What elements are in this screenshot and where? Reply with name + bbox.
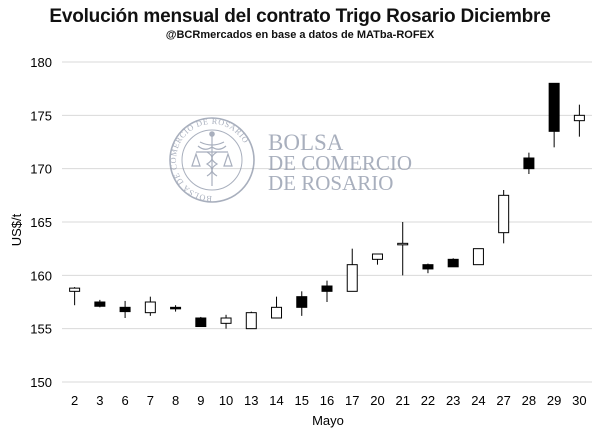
x-tick-label: 22	[421, 393, 435, 408]
candle-body	[472, 248, 484, 266]
y-axis-ticks: 150 155 160 165 170 175 180	[30, 55, 52, 390]
x-tick-label: 6	[121, 393, 128, 408]
candle-3	[94, 299, 106, 308]
candle-13	[245, 311, 257, 330]
candle-body	[548, 82, 560, 132]
candle-22	[422, 263, 434, 274]
y-axis-label: US$/t	[9, 213, 24, 246]
x-tick-label: 10	[219, 393, 233, 408]
candle-body	[346, 264, 358, 292]
x-tick-label: 30	[572, 393, 586, 408]
x-axis-label: Mayo	[312, 413, 344, 428]
candle-body	[271, 306, 283, 319]
candle-28	[523, 152, 535, 174]
x-tick-label: 13	[244, 393, 258, 408]
candle-body	[245, 312, 257, 330]
y-tick-label: 175	[30, 108, 52, 123]
x-tick-label: 28	[522, 393, 536, 408]
candle-body	[296, 296, 308, 308]
y-tick-label: 150	[30, 375, 52, 390]
candle-29	[548, 82, 560, 148]
candle-body	[498, 194, 510, 234]
candle-17	[346, 248, 358, 292]
x-tick-label: 23	[446, 393, 460, 408]
candle-body	[523, 157, 535, 170]
candle-24	[472, 248, 484, 266]
candles	[69, 82, 585, 330]
candle-2	[69, 287, 81, 306]
candle-6	[119, 300, 131, 318]
candle-9	[195, 316, 207, 328]
x-tick-label: 29	[547, 393, 561, 408]
x-tick-label: 3	[96, 393, 103, 408]
x-axis-ticks: 2 3 6 7 8 9 10 13 14 15 16 17 20 21 22 23 24 27 28 29 30	[71, 393, 587, 408]
candle-body	[321, 285, 333, 292]
x-tick-label: 8	[172, 393, 179, 408]
x-tick-label: 2	[71, 393, 78, 408]
x-tick-label: 20	[370, 393, 384, 408]
gridlines	[62, 61, 592, 383]
candle-20	[371, 253, 383, 265]
candle-body	[94, 301, 106, 307]
candle-body	[220, 317, 232, 324]
watermark-line-2: DE COMERCIO	[268, 151, 412, 175]
x-tick-label: 27	[496, 393, 510, 408]
x-tick-label: 16	[320, 393, 334, 408]
y-tick-label: 155	[30, 322, 52, 337]
x-tick-label: 17	[345, 393, 359, 408]
candle-body	[447, 258, 459, 268]
candle-body	[397, 242, 409, 246]
y-tick-label: 170	[30, 162, 52, 177]
candle-body	[144, 301, 156, 314]
chart-title: Evolución mensual del contrato Trigo Ros…	[49, 6, 551, 27]
candle-body	[170, 306, 182, 310]
watermark-line-1: BOLSA	[268, 130, 344, 155]
watermark-line-3: DE ROSARIO	[268, 171, 393, 195]
seal-outer-ring	[169, 117, 255, 203]
candle-16	[321, 280, 333, 302]
x-tick-label: 24	[471, 393, 485, 408]
candle-30	[573, 104, 585, 137]
candle-body	[69, 287, 81, 292]
x-tick-label: 7	[147, 393, 154, 408]
candle-body	[422, 264, 434, 270]
x-tick-label: 21	[395, 393, 409, 408]
y-tick-label: 160	[30, 268, 52, 283]
candle-body	[195, 317, 207, 328]
candle-21	[397, 222, 409, 276]
candle-23	[447, 258, 459, 268]
candle-10	[220, 314, 232, 329]
x-tick-label: 14	[269, 393, 283, 408]
candle-body	[371, 253, 383, 260]
bcr-watermark: BOLSA DE COMERCIO DE ROSARIO BOLSA DE CO…	[169, 117, 412, 203]
candle-27	[498, 190, 510, 244]
x-tick-label: 9	[197, 393, 204, 408]
seal-inner-ring	[181, 129, 243, 191]
y-tick-label: 180	[30, 55, 52, 70]
candle-15	[296, 291, 308, 316]
y-tick-label: 165	[30, 215, 52, 230]
candle-7	[144, 296, 156, 316]
candle-8	[170, 305, 182, 312]
caduceus-icon	[191, 131, 233, 186]
candle-body	[119, 306, 131, 313]
x-tick-label: 15	[295, 393, 309, 408]
candle-14	[271, 296, 283, 319]
candle-body	[573, 114, 585, 122]
chart-subtitle: @BCRmercados en base a datos de MATba-RO…	[165, 29, 435, 41]
